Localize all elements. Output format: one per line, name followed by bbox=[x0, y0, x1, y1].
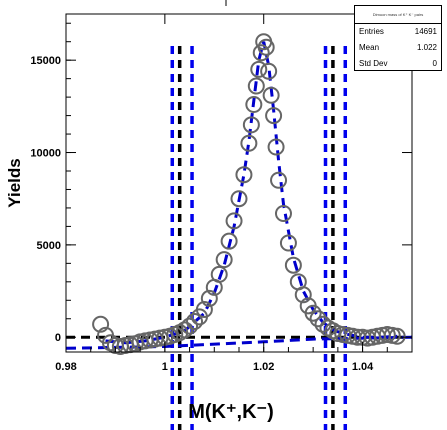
data-point bbox=[235, 166, 253, 184]
y-tick-label: 0 bbox=[55, 332, 61, 344]
data-point bbox=[270, 171, 288, 189]
data-point bbox=[230, 190, 248, 208]
data-point bbox=[274, 204, 292, 222]
data-points bbox=[92, 33, 406, 355]
stats-row-mean: Mean 1.022 bbox=[355, 40, 441, 56]
fit-curves bbox=[65, 41, 413, 350]
stats-row-entries: Entries 14691 bbox=[355, 24, 441, 40]
stats-row-stddev: Std Dev 0 bbox=[355, 56, 441, 72]
data-point bbox=[250, 60, 268, 78]
stats-label: Entries bbox=[359, 27, 384, 36]
data-point bbox=[215, 251, 233, 269]
stats-box-title: Dimuon mass of K⁺ K⁻ pairs bbox=[355, 6, 441, 24]
data-point bbox=[262, 86, 280, 104]
data-point bbox=[186, 313, 204, 331]
data-point bbox=[267, 138, 285, 156]
data-point bbox=[247, 77, 265, 95]
data-point bbox=[265, 107, 283, 125]
x-tick-label: 1.02 bbox=[253, 361, 274, 373]
data-point bbox=[195, 301, 213, 319]
stats-label: Std Dev bbox=[359, 59, 388, 68]
data-point bbox=[294, 286, 312, 304]
data-point bbox=[245, 96, 263, 114]
data-point bbox=[210, 265, 228, 283]
fit-curve-line bbox=[105, 41, 398, 345]
data-point bbox=[176, 321, 194, 339]
data-point bbox=[304, 304, 322, 322]
data-point bbox=[242, 116, 260, 134]
y-tick-label: 5000 bbox=[37, 240, 61, 252]
data-point bbox=[92, 315, 110, 333]
data-point bbox=[279, 234, 297, 252]
data-point bbox=[200, 289, 218, 307]
x-tick-label: 0.98 bbox=[55, 361, 76, 373]
y-tick-label: 10000 bbox=[30, 148, 61, 160]
stats-value: 1.022 bbox=[416, 43, 437, 52]
axes: 0.98 1 1.02 1.04 0 5000 10000 15000 bbox=[30, 14, 413, 373]
data-point bbox=[252, 44, 270, 62]
data-point bbox=[225, 212, 243, 230]
stats-value: 14691 bbox=[414, 27, 437, 36]
data-point bbox=[181, 317, 199, 335]
y-axis-title: Yields bbox=[5, 158, 24, 207]
stats-box: Dimuon mass of K⁺ K⁻ pairs Entries 14691… bbox=[354, 5, 442, 71]
data-point bbox=[388, 327, 406, 345]
data-point bbox=[284, 256, 302, 274]
data-point bbox=[260, 62, 278, 80]
x-tick-label: 1.04 bbox=[352, 361, 374, 373]
data-point bbox=[220, 232, 238, 250]
stats-value: 0 bbox=[432, 59, 437, 68]
data-point bbox=[240, 134, 258, 152]
stats-label: Mean bbox=[359, 43, 380, 52]
x-tick-label: 1 bbox=[162, 361, 168, 373]
data-point bbox=[257, 38, 275, 56]
x-axis-title: M(K⁺,K⁻) bbox=[188, 401, 274, 423]
data-point bbox=[309, 310, 327, 328]
y-tick-label: 15000 bbox=[30, 55, 61, 67]
